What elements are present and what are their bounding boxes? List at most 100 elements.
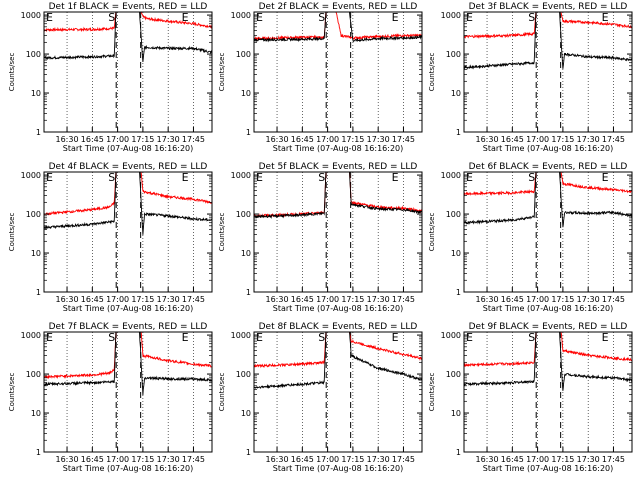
lld-series-line xyxy=(44,332,212,380)
y-tick-label: 1000 xyxy=(21,331,41,340)
plot-frame xyxy=(253,331,423,453)
lld-series-line xyxy=(254,172,422,218)
plot-frame xyxy=(463,171,633,293)
marker-label: S xyxy=(318,331,325,344)
x-tick-label: 17:00 xyxy=(106,455,129,464)
y-tick-label: 100 xyxy=(236,370,251,379)
x-tick-label: 17:45 xyxy=(602,295,625,304)
y-tick-label: 1000 xyxy=(231,11,251,20)
panel-title: Det 9f BLACK = Events, RED = LLD xyxy=(469,322,628,332)
panel-title: Det 3f BLACK = Events, RED = LLD xyxy=(469,2,628,12)
x-tick-label: 17:00 xyxy=(316,135,339,144)
y-tick-label: 10 xyxy=(241,409,251,418)
x-tick-label: 17:15 xyxy=(551,295,574,304)
events-series-line xyxy=(44,172,212,235)
x-tick-label: 16:45 xyxy=(291,295,314,304)
marker-label: E xyxy=(182,11,189,24)
x-axis-label: Start Time (07-Aug-08 16:16:20) xyxy=(273,304,404,313)
x-tick-label: 17:15 xyxy=(131,135,154,144)
x-tick-label: 17:15 xyxy=(551,455,574,464)
panel-title: Det 7f BLACK = Events, RED = LLD xyxy=(49,322,208,332)
y-tick-label: 100 xyxy=(26,210,41,219)
x-axis-label: Start Time (07-Aug-08 16:16:20) xyxy=(63,144,194,153)
y-axis-label: Counts/sec xyxy=(8,373,16,412)
y-axis-label: Counts/sec xyxy=(218,53,226,92)
plot-frame xyxy=(463,331,633,453)
x-tick-label: 17:30 xyxy=(577,295,600,304)
y-axis-label: Counts/sec xyxy=(8,213,16,252)
plot-frame xyxy=(253,171,423,293)
y-tick-label: 100 xyxy=(26,50,41,59)
x-tick-label: 16:45 xyxy=(501,295,524,304)
x-tick-label: 17:30 xyxy=(157,135,180,144)
y-tick-label: 1 xyxy=(36,128,41,137)
x-tick-label: 17:30 xyxy=(367,455,390,464)
y-tick-label: 1 xyxy=(456,448,461,457)
x-tick-label: 16:30 xyxy=(476,135,499,144)
events-series-line xyxy=(254,12,422,43)
y-tick-label: 100 xyxy=(446,50,461,59)
y-tick-label: 100 xyxy=(446,370,461,379)
lld-series-line xyxy=(254,12,422,41)
panel-title: Det 1f BLACK = Events, RED = LLD xyxy=(49,2,208,12)
x-tick-label: 17:15 xyxy=(131,295,154,304)
marker-label: S xyxy=(108,11,115,24)
x-axis-label: Start Time (07-Aug-08 16:16:20) xyxy=(483,304,614,313)
x-tick-label: 16:45 xyxy=(81,295,104,304)
marker-label: S xyxy=(528,331,535,344)
x-tick-label: 17:45 xyxy=(392,455,415,464)
x-tick-label: 17:45 xyxy=(602,135,625,144)
plot-frame xyxy=(43,11,213,133)
y-tick-label: 1000 xyxy=(21,11,41,20)
y-axis-label: Counts/sec xyxy=(428,53,436,92)
marker-label: E xyxy=(392,171,399,184)
x-tick-label: 16:30 xyxy=(266,135,289,144)
panel-title: Det 2f BLACK = Events, RED = LLD xyxy=(259,2,418,12)
plot-frame xyxy=(43,171,213,293)
y-tick-label: 1000 xyxy=(441,171,461,180)
y-axis-label: Counts/sec xyxy=(218,373,226,412)
marker-label: S xyxy=(318,11,325,24)
y-tick-label: 1 xyxy=(36,448,41,457)
marker-label: E xyxy=(466,331,473,344)
x-tick-label: 16:30 xyxy=(266,455,289,464)
x-tick-label: 17:30 xyxy=(577,455,600,464)
marker-label: S xyxy=(318,171,325,184)
x-tick-label: 16:30 xyxy=(476,295,499,304)
marker-label: S xyxy=(528,171,535,184)
events-series-line xyxy=(44,12,212,63)
x-axis-label: Start Time (07-Aug-08 16:16:20) xyxy=(273,464,404,473)
y-tick-label: 10 xyxy=(241,249,251,258)
marker-label: E xyxy=(182,171,189,184)
x-tick-label: 16:30 xyxy=(56,135,79,144)
y-tick-label: 100 xyxy=(236,50,251,59)
y-tick-label: 100 xyxy=(236,210,251,219)
marker-label: S xyxy=(108,331,115,344)
x-axis-label: Start Time (07-Aug-08 16:16:20) xyxy=(483,144,614,153)
y-tick-label: 1 xyxy=(36,288,41,297)
marker-label: E xyxy=(602,11,609,24)
marker-label: E xyxy=(602,171,609,184)
x-tick-label: 16:30 xyxy=(476,455,499,464)
marker-label: E xyxy=(392,11,399,24)
plot-frame xyxy=(463,11,633,133)
x-axis-label: Start Time (07-Aug-08 16:16:20) xyxy=(483,464,614,473)
x-tick-label: 17:00 xyxy=(526,295,549,304)
marker-label: E xyxy=(46,11,53,24)
y-tick-label: 1 xyxy=(456,288,461,297)
marker-label: E xyxy=(182,331,189,344)
x-tick-label: 17:15 xyxy=(131,455,154,464)
y-tick-label: 1 xyxy=(456,128,461,137)
x-tick-label: 17:15 xyxy=(341,295,364,304)
y-tick-label: 1 xyxy=(246,448,251,457)
marker-label: E xyxy=(256,11,263,24)
x-tick-label: 17:00 xyxy=(526,455,549,464)
x-tick-label: 17:30 xyxy=(367,295,390,304)
lld-series-line xyxy=(254,332,422,369)
